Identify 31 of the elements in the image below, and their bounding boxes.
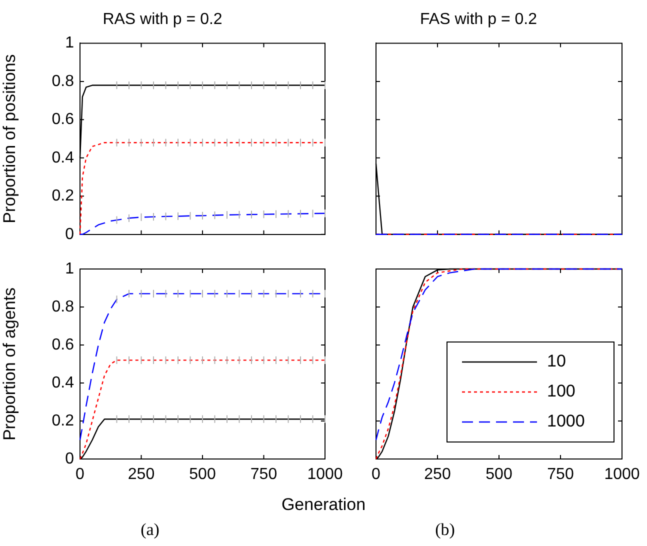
x-tick-label: 750 [250,466,278,484]
y-tick-label: 0.6 [52,336,74,354]
y-tick-label: 0.4 [52,149,74,166]
text: (a) [140,520,160,540]
chart-title: FAS with p = 0.2 [420,11,538,28]
y-tick-label: 0 [65,450,74,468]
y-tick-label: 0.2 [52,412,74,430]
x-tick-label: 750 [547,466,574,484]
x-tick-label: 250 [128,466,155,484]
y-axis-title: Proportion of agents [0,287,19,441]
y-tick-label: 0.4 [52,374,74,392]
y-tick-label: 0.2 [52,188,74,205]
text: (b) [434,520,456,540]
y-tick-label: 1 [65,260,74,278]
x-tick-label: 500 [189,466,216,484]
y-tick-label: 0 [65,226,74,243]
legend-label: 10 [547,352,566,371]
legend-label: 1000 [547,412,585,431]
x-tick-label: 500 [486,466,512,484]
x-tick-label: 1000 [307,466,343,484]
x-tick-label: 0 [372,466,381,484]
legend-label: 100 [547,382,576,401]
y-tick-label: 0.8 [52,298,74,316]
y-tick-label: 0.8 [52,72,74,90]
y-tick-label: 1 [65,34,74,52]
y-tick-label: 0.6 [52,111,74,128]
chart-title: RAS with p = 0.2 [102,11,222,28]
y-axis-title: Proportion of positions [0,54,19,224]
x-tick-label: 250 [424,466,451,484]
x-tick-label: 1000 [604,466,640,484]
x-axis-title: Generation [280,495,367,515]
